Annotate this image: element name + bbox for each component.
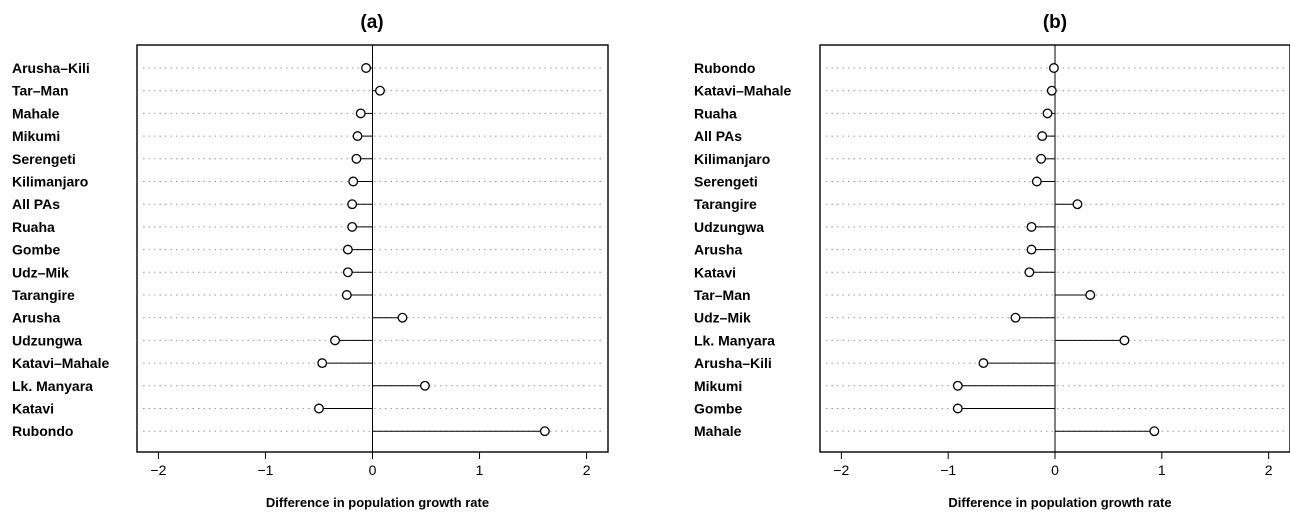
data-point [1149,426,1160,437]
data-point [952,380,963,391]
category-label: Udzungwa [694,219,764,235]
category-label: Arusha [694,242,742,258]
category-label: Kilimanjaro [694,151,770,167]
x-tick-label: −1 [257,462,273,478]
category-label: Katavi–Mahale [694,83,791,99]
panel-title: (b) [1043,12,1067,33]
category-label: All PAs [694,128,742,144]
category-label: Katavi–Mahale [12,355,109,371]
data-point [1042,108,1053,119]
category-label: Tarangire [12,287,75,303]
data-point [375,85,385,96]
category-label: Tar–Man [694,287,751,303]
data-point [1036,153,1047,164]
panel-title: (a) [360,12,383,33]
category-label: Tar–Man [12,83,69,99]
category-label: Lk. Manyara [12,378,93,394]
category-label: Katavi [12,401,54,417]
x-tick-label: 1 [476,462,484,478]
category-label: Tarangire [694,196,757,212]
category-label: Arusha [12,310,60,326]
category-label: Kilimanjaro [12,174,88,190]
data-point [1026,244,1037,255]
x-tick-label: 2 [583,462,591,478]
category-label: Rubondo [694,60,755,76]
data-point [330,335,340,346]
category-label: Mahale [12,105,60,121]
data-point [341,290,352,300]
x-tick-label: −2 [833,462,849,478]
data-point [348,176,359,187]
x-axis-label: Difference in population growth rate [948,495,1171,510]
data-point [361,63,372,73]
data-point [1031,176,1042,187]
data-point [1119,335,1130,346]
x-tick-label: 0 [369,462,377,478]
data-point [351,153,362,164]
category-label: Serengeti [694,174,758,190]
x-tick-label: −2 [150,462,166,478]
category-label: Mahale [694,423,742,439]
data-point [1024,267,1035,278]
panel-b: (b) Rubondo Katavi–Mahale Ruaha All PAs Kilim… [694,12,1290,510]
category-label: Rubondo [12,423,73,439]
data-point [1026,221,1037,232]
panel-a: (a) Arusha–Kili Tar–Man Mahale Mikumi Serenge… [12,12,609,510]
data-point [355,108,366,119]
data-point [397,312,408,323]
data-point [342,244,353,255]
data-point [1037,131,1048,142]
category-label: Mikumi [12,128,60,144]
category-label: Gombe [12,242,60,258]
data-point [1072,199,1083,210]
data-point [539,426,550,437]
data-point [1048,63,1059,73]
category-label: Ruaha [12,219,55,235]
category-label: Mikumi [694,378,742,394]
category-label: Udzungwa [12,332,82,348]
category-label: Arusha–Kili [694,355,772,371]
x-tick-label: 0 [1051,462,1059,478]
data-point [1010,312,1021,323]
data-point [347,221,358,232]
data-point [352,131,363,142]
category-label: Lk. Manyara [694,332,775,348]
x-tick-label: −1 [940,462,956,478]
category-label: Arusha–Kili [12,60,90,76]
category-label: Udz–Mik [694,310,751,326]
data-point [978,358,989,369]
x-tick-label: 2 [1265,462,1273,478]
category-label: Ruaha [694,105,737,121]
data-point [342,267,353,278]
category-label: Katavi [694,264,736,280]
data-point [314,403,324,414]
x-tick-label: 1 [1158,462,1166,478]
data-point [1085,290,1096,300]
data-point [952,403,963,414]
data-point [317,358,328,369]
category-label: Udz–Mik [12,264,69,280]
x-axis-label: Difference in population growth rate [266,495,489,510]
category-label: Serengeti [12,151,76,167]
category-label: Gombe [694,401,742,417]
data-point [1046,85,1057,96]
data-point [347,199,358,210]
category-label: All PAs [12,196,60,212]
data-point [420,380,430,391]
